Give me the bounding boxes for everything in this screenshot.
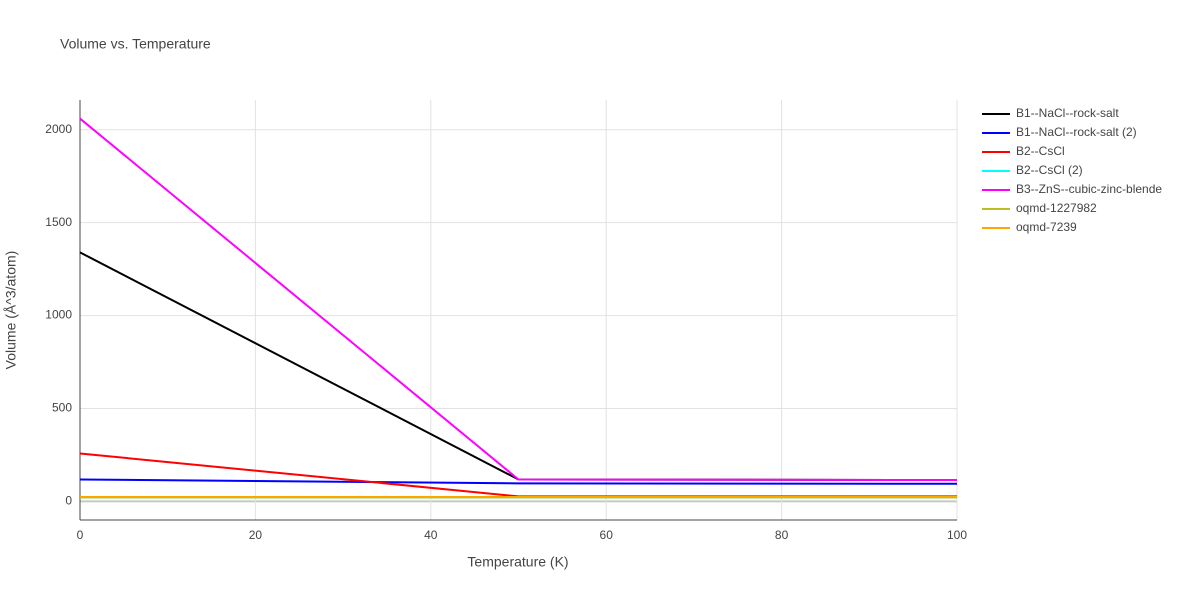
x-tick-label: 40 (424, 528, 438, 542)
legend-label: oqmd-1227982 (1016, 201, 1097, 215)
legend-label: B2--CsCl (1016, 144, 1065, 158)
x-tick-label: 100 (947, 528, 967, 542)
chart-title: Volume vs. Temperature (60, 36, 211, 52)
x-tick-label: 20 (249, 528, 263, 542)
legend-label: oqmd-7239 (1016, 220, 1077, 234)
legend-label: B1--NaCl--rock-salt (1016, 106, 1119, 120)
x-axis-label: Temperature (K) (467, 554, 568, 570)
x-tick-label: 80 (775, 528, 789, 542)
series-line (79, 251, 958, 482)
series-line (79, 452, 957, 498)
x-tick-label: 0 (77, 528, 84, 542)
x-tick-label: 60 (600, 528, 614, 542)
legend-label: B3--ZnS--cubic-zinc-blende (1016, 182, 1162, 196)
series-line (79, 117, 958, 482)
y-tick-label: 1000 (45, 308, 72, 322)
y-tick-label: 1500 (45, 215, 72, 229)
y-tick-label: 2000 (45, 122, 72, 136)
legend-label: B1--NaCl--rock-salt (2) (1016, 125, 1137, 139)
y-tick-label: 500 (52, 401, 72, 415)
y-axis-label: Volume (Å^3/atom) (3, 251, 19, 370)
y-tick-label: 0 (65, 494, 72, 508)
series-line (79, 478, 958, 485)
legend-label: B2--CsCl (2) (1016, 163, 1083, 177)
